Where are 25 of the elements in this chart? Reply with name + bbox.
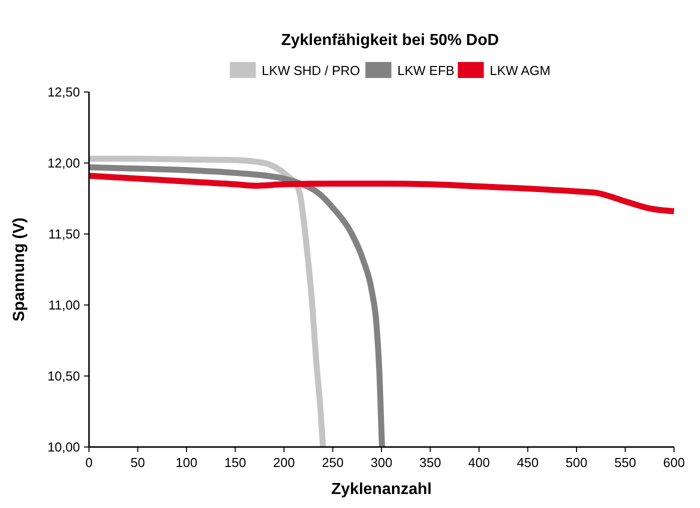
y-tick-label: 12,50 [47, 84, 80, 100]
y-tick-label: 11,50 [48, 226, 80, 242]
y-tick-label: 10,00 [47, 440, 80, 454]
x-axis-title: Zyklenanzahl [331, 481, 432, 498]
y-tick-label: 11,00 [48, 298, 80, 312]
x-tick-label: 550 [614, 455, 636, 470]
x-tick-label: 300 [370, 455, 392, 470]
x-tick-label: 200 [273, 455, 295, 470]
x-tick-label: 600 [663, 455, 685, 470]
x-tick-label: 250 [322, 455, 344, 470]
x-tick-label: 500 [566, 455, 588, 470]
legend-label: LKW SHD / PRO [262, 63, 360, 78]
x-tick-label: 450 [516, 455, 539, 470]
x-tick-label: 400 [468, 455, 490, 470]
x-tick-label: 350 [419, 455, 442, 470]
legend-label: LKW EFB [397, 63, 454, 78]
x-tick-label: 150 [224, 455, 246, 470]
y-axis-title: Spannung (V) [11, 218, 28, 322]
x-tick-label: 50 [130, 455, 145, 470]
y-tick-label: 10,50 [47, 368, 80, 384]
chart-title: Zyklenfähigkeit bei 50% DoD [281, 32, 499, 49]
x-tick-label: 0 [85, 455, 93, 470]
y-tick-label: 12,00 [47, 156, 80, 170]
legend-label: LKW AGM [490, 63, 550, 78]
x-tick-label: 100 [176, 455, 198, 470]
